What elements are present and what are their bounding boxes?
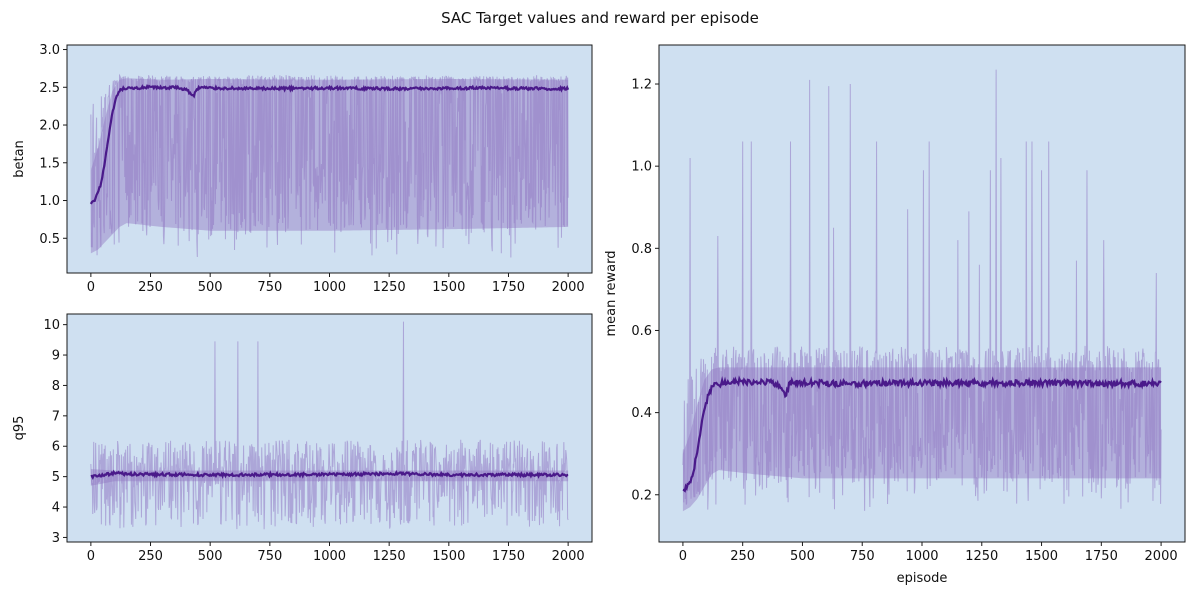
- y-tick-label: 3.0: [39, 43, 60, 58]
- x-tick-label: 750: [257, 549, 282, 564]
- y-tick-label: 0.8: [631, 242, 652, 257]
- y-tick-label: 2.0: [39, 119, 60, 134]
- x-tick-label: 0: [87, 549, 95, 564]
- x-tick-label: 1750: [492, 280, 525, 295]
- mean-reward-xlabel: episode: [897, 571, 948, 586]
- y-tick-label: 0.5: [39, 232, 60, 247]
- mean-reward-subplot: 0 250 500 750 1000 1250 1500 1750 2000 0.2 0.4 0.6 0…: [604, 44, 1186, 586]
- x-tick-label: 1000: [905, 549, 938, 564]
- x-tick-label: 250: [138, 549, 163, 564]
- y-tick-label: 6: [52, 440, 60, 455]
- x-tick-label: 1250: [373, 549, 406, 564]
- q95-ylabel: q95: [12, 416, 27, 441]
- x-tick-label: 750: [257, 280, 282, 295]
- x-tick-label: 500: [790, 549, 815, 564]
- q95-raw-line: [90, 321, 569, 530]
- y-tick-label: 4: [52, 501, 60, 516]
- y-tick-label: 8: [52, 379, 60, 394]
- y-tick-label: 0.6: [631, 324, 652, 339]
- x-tick-label: 1500: [432, 549, 465, 564]
- y-tick-label: 1.5: [39, 156, 60, 171]
- x-tick-label: 1000: [313, 549, 346, 564]
- x-tick-label: 1750: [492, 549, 525, 564]
- x-tick-label: 2000: [552, 280, 585, 295]
- q95-mean-line: [90, 469, 569, 480]
- x-tick-label: 250: [730, 549, 755, 564]
- y-tick-label: 5: [52, 470, 60, 485]
- y-tick-label: 1.0: [39, 194, 60, 209]
- x-tick-label: 1750: [1085, 549, 1118, 564]
- y-tick-label: 7: [52, 409, 60, 424]
- q95-subplot: 0 250 500 750 1000 1250 1500 1750 2000 3 4 5 6 7 8 9 10 q…: [12, 313, 593, 564]
- betan-subplot: 0 250 500 750 1000 1250 1500 1750 2000 0.5 1.0 1.5 2…: [12, 43, 593, 295]
- x-tick-label: 1500: [432, 280, 465, 295]
- betan-mean-line: [89, 84, 570, 205]
- betan-raw-line: [90, 73, 569, 258]
- x-tick-label: 1250: [373, 280, 406, 295]
- x-tick-label: 1500: [1025, 549, 1058, 564]
- x-tick-label: 750: [850, 549, 875, 564]
- mean-reward-ylabel: mean reward: [604, 250, 619, 336]
- q95-plot-area: [67, 314, 592, 542]
- y-tick-label: 0.2: [631, 488, 652, 503]
- y-tick-label: 0.4: [631, 406, 652, 421]
- y-tick-label: 1.0: [631, 160, 652, 175]
- figure-title: SAC Target values and reward per episode: [441, 9, 759, 27]
- x-tick-label: 500: [198, 280, 223, 295]
- x-tick-label: 1250: [965, 549, 998, 564]
- x-tick-label: 1000: [313, 280, 346, 295]
- x-tick-label: 0: [679, 549, 687, 564]
- mean-reward-raw-line: [682, 69, 1162, 511]
- betan-ylabel: betan: [12, 140, 27, 178]
- x-tick-label: 2000: [552, 549, 585, 564]
- x-tick-label: 250: [138, 280, 163, 295]
- x-tick-label: 0: [87, 280, 95, 295]
- x-tick-label: 2000: [1145, 549, 1178, 564]
- y-tick-label: 9: [52, 349, 60, 364]
- y-tick-label: 1.2: [631, 78, 652, 93]
- x-tick-label: 500: [198, 549, 223, 564]
- y-tick-label: 10: [43, 318, 60, 333]
- y-tick-label: 3: [52, 531, 60, 546]
- mean-reward-mean-line: [682, 375, 1162, 493]
- y-tick-label: 2.5: [39, 81, 60, 96]
